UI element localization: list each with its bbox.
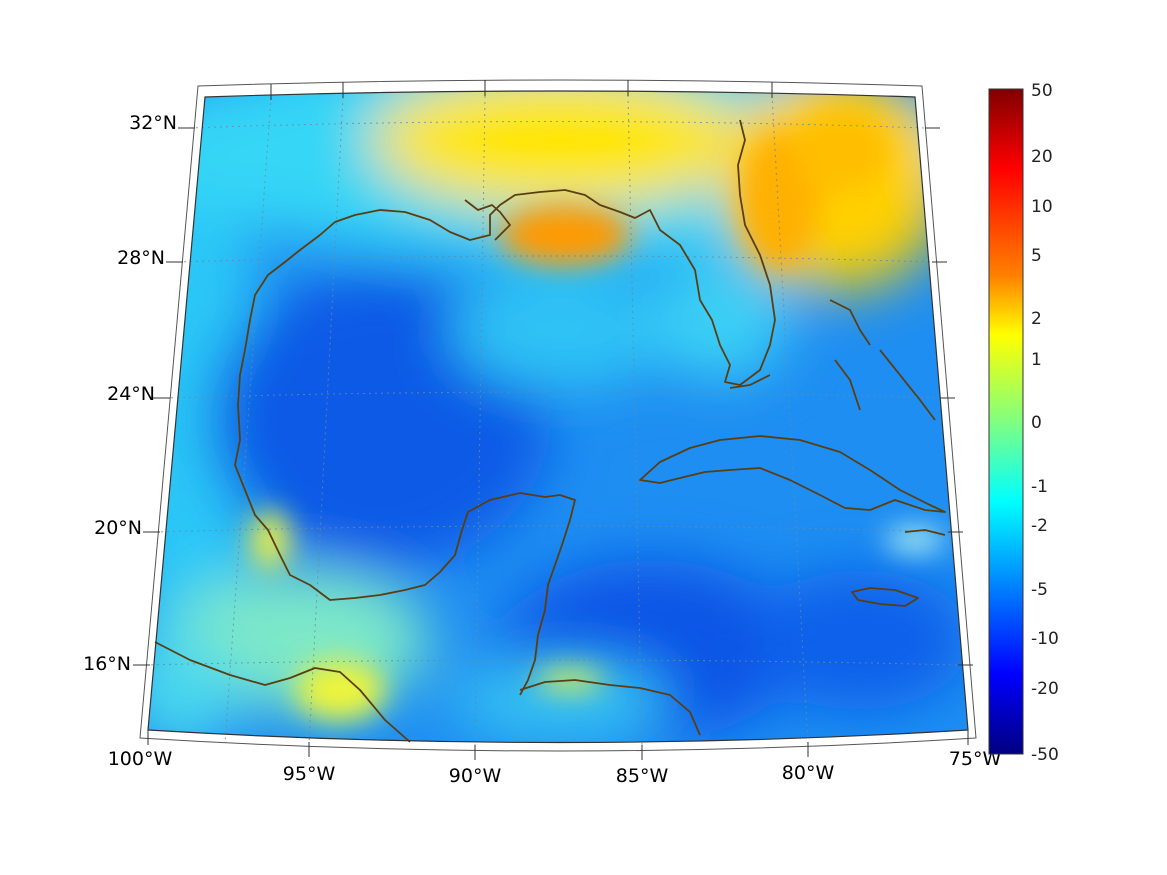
colorbar-label: -1 bbox=[1031, 477, 1048, 497]
lat-label: 24°N bbox=[107, 383, 155, 405]
colorbar-gradient bbox=[988, 88, 1024, 755]
colorbar-label: -2 bbox=[1031, 516, 1048, 536]
map-field bbox=[148, 91, 968, 743]
lon-label: 85°W bbox=[616, 765, 669, 787]
colorbar-label: -10 bbox=[1031, 629, 1059, 649]
frame-ticks bbox=[133, 80, 973, 760]
colorbar-label: 50 bbox=[1031, 81, 1053, 101]
lon-label: 75°W bbox=[949, 748, 1002, 770]
colorbar-label: 0 bbox=[1031, 413, 1042, 433]
lat-label: 16°N bbox=[83, 653, 131, 675]
colorbar-label: -20 bbox=[1031, 679, 1059, 699]
lon-label: 80°W bbox=[782, 762, 835, 784]
lat-label: 20°N bbox=[94, 517, 142, 539]
colorbar-label: 1 bbox=[1031, 350, 1042, 370]
lon-label: 100°W bbox=[108, 748, 173, 770]
lat-label: 28°N bbox=[117, 247, 165, 269]
colorbar: 50 20 10 5 2 1 0 -1 -2 -5 -10 -20 -50 bbox=[988, 81, 1059, 765]
colorbar-label: 10 bbox=[1031, 197, 1053, 217]
colorbar-labels: 50 20 10 5 2 1 0 -1 -2 -5 -10 -20 -50 bbox=[1031, 81, 1059, 765]
lon-labels: 100°W 95°W 90°W 85°W 80°W 75°W bbox=[108, 748, 1002, 787]
graticule bbox=[144, 94, 959, 748]
colorbar-label: 5 bbox=[1031, 246, 1042, 266]
map-frame-outer bbox=[139, 79, 977, 752]
lon-label: 95°W bbox=[283, 763, 336, 785]
lon-label: 90°W bbox=[449, 765, 502, 787]
colorbar-label: 2 bbox=[1031, 309, 1042, 329]
colorbar-label: -5 bbox=[1031, 580, 1048, 600]
lat-label: 32°N bbox=[129, 112, 177, 134]
colorbar-label: 20 bbox=[1031, 147, 1053, 167]
lat-labels: 32°N 28°N 24°N 20°N 16°N bbox=[83, 112, 177, 675]
map-frame bbox=[147, 90, 969, 744]
coastlines bbox=[154, 119, 946, 743]
colorbar-label: -50 bbox=[1031, 745, 1059, 765]
